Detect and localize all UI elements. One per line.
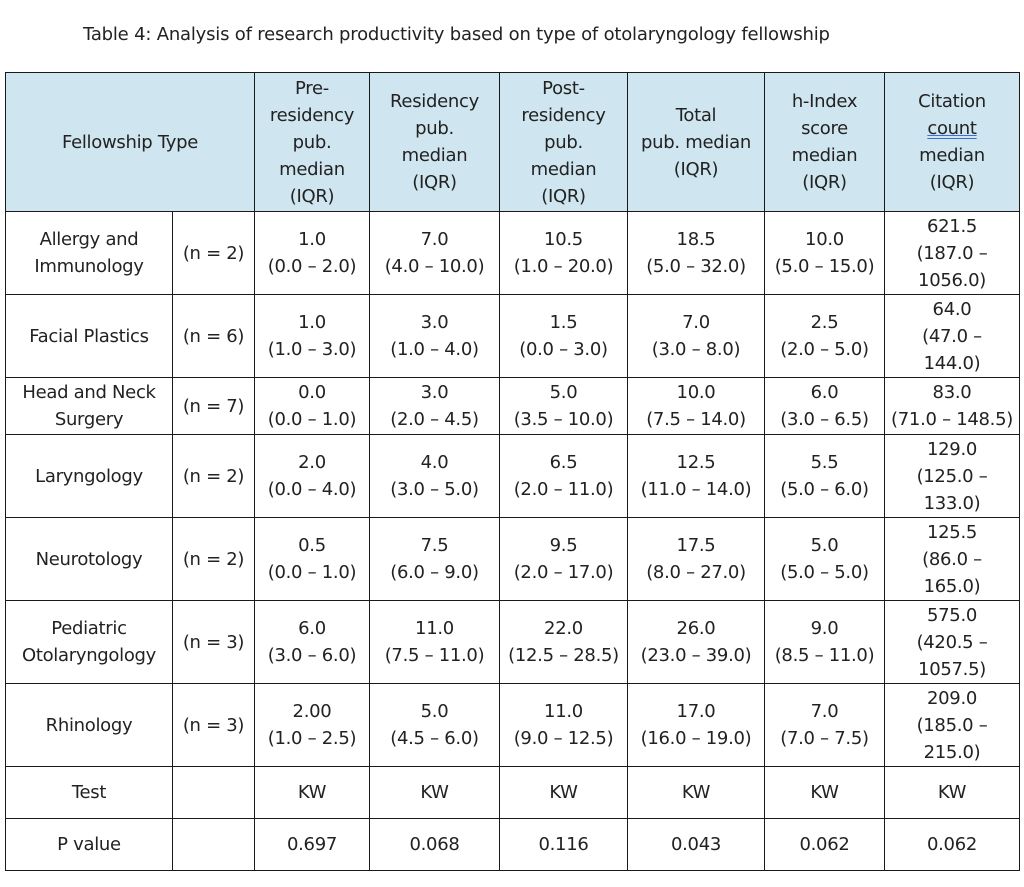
table-row: Pediatric Otolaryngology (n = 3) 6.0 (3.0… <box>5 600 1020 684</box>
post-residency-cell: 10.5 (1.0 – 20.0) <box>499 211 628 295</box>
test-cell: KW <box>499 766 628 819</box>
sample-size-cell: (n = 6) <box>172 294 255 378</box>
sample-size-cell: (n = 3) <box>172 683 255 767</box>
sample-size-cell: (n = 3) <box>172 600 255 684</box>
p-value-cell: 0.697 <box>254 818 370 871</box>
sample-size-cell: (n = 2) <box>172 434 255 518</box>
header-h-index: h-Index score median (IQR) <box>764 72 885 212</box>
h-index-cell: 5.0 (5.0 – 5.0) <box>764 517 885 601</box>
residency-cell: 11.0 (7.5 – 11.0) <box>369 600 500 684</box>
post-residency-cell: 9.5 (2.0 – 17.0) <box>499 517 628 601</box>
table-row: Facial Plastics (n = 6) 1.0 (1.0 – 3.0) 3… <box>5 294 1020 378</box>
table-caption: Table 4: Analysis of research productivi… <box>83 24 830 45</box>
post-residency-cell: 5.0 (3.5 – 10.0) <box>499 377 628 435</box>
post-residency-cell: 6.5 (2.0 – 11.0) <box>499 434 628 518</box>
p-value-cell: 0.043 <box>627 818 765 871</box>
total-cell: 7.0 (3.0 – 8.0) <box>627 294 765 378</box>
citation-cell: 83.0 (71.0 – 148.5) <box>884 377 1020 435</box>
header-citation-count: Citation count median (IQR) <box>884 72 1020 212</box>
table-row: Neurotology (n = 2) 0.5 (0.0 – 1.0) 7.5 (6… <box>5 517 1020 601</box>
citation-cell: 64.0 (47.0 –144.0) <box>884 294 1020 378</box>
post-residency-cell: 11.0 (9.0 – 12.5) <box>499 683 628 767</box>
spellcheck-underlined-word: count <box>927 118 977 139</box>
citation-cell: 621.5 (187.0 –1056.0) <box>884 211 1020 295</box>
fellowship-type-cell: Facial Plastics <box>5 294 173 378</box>
fellowship-type-cell: Rhinology <box>5 683 173 767</box>
pre-residency-cell: 2.0 (0.0 – 4.0) <box>254 434 370 518</box>
fellowship-type-cell: Allergy and Immunology <box>5 211 173 295</box>
p-value-cell: 0.116 <box>499 818 628 871</box>
header-residency: Residency pub. median (IQR) <box>369 72 500 212</box>
table-row: Rhinology (n = 3) 2.00 (1.0 – 2.5) 5.0 (4.… <box>5 683 1020 767</box>
pre-residency-cell: 0.5 (0.0 – 1.0) <box>254 517 370 601</box>
test-cell: KW <box>884 766 1020 819</box>
total-cell: 10.0 (7.5 – 14.0) <box>627 377 765 435</box>
header-post-residency: Post- residency pub. median (IQR) <box>499 72 628 212</box>
table-row: Head and Neck Surgery (n = 7) 0.0 (0.0 – … <box>5 377 1020 435</box>
total-cell: 17.0 (16.0 – 19.0) <box>627 683 765 767</box>
fellowship-type-cell: Pediatric Otolaryngology <box>5 600 173 684</box>
residency-cell: 3.0 (1.0 – 4.0) <box>369 294 500 378</box>
p-value-cell: 0.068 <box>369 818 500 871</box>
sample-size-cell: (n = 2) <box>172 517 255 601</box>
table-row: Laryngology (n = 2) 2.0 (0.0 – 4.0) 4.0 (3… <box>5 434 1020 518</box>
residency-cell: 4.0 (3.0 – 5.0) <box>369 434 500 518</box>
residency-cell: 7.0 (4.0 – 10.0) <box>369 211 500 295</box>
h-index-cell: 2.5 (2.0 – 5.0) <box>764 294 885 378</box>
header-total: Total pub. median (IQR) <box>627 72 765 212</box>
total-cell: 26.0 (23.0 – 39.0) <box>627 600 765 684</box>
test-cell: KW <box>627 766 765 819</box>
citation-cell: 209.0 (185.0 –215.0) <box>884 683 1020 767</box>
h-index-cell: 5.5 (5.0 – 6.0) <box>764 434 885 518</box>
table-row: Allergy and Immunology (n = 2) 1.0 (0.0 –… <box>5 211 1020 295</box>
total-cell: 17.5 (8.0 – 27.0) <box>627 517 765 601</box>
header-pre-residency: Pre- residency pub. median (IQR) <box>254 72 370 212</box>
residency-cell: 7.5 (6.0 – 9.0) <box>369 517 500 601</box>
p-value-cell: 0.062 <box>764 818 885 871</box>
p-value-row: P value 0.697 0.068 0.116 0.043 0.062 0.… <box>5 818 1020 871</box>
sample-size-cell: (n = 2) <box>172 211 255 295</box>
h-index-cell: 6.0 (3.0 – 6.5) <box>764 377 885 435</box>
pre-residency-cell: 6.0 (3.0 – 6.0) <box>254 600 370 684</box>
test-label: Test <box>5 766 173 819</box>
total-cell: 18.5 (5.0 – 32.0) <box>627 211 765 295</box>
test-cell: KW <box>369 766 500 819</box>
empty-cell <box>172 766 255 819</box>
pre-residency-cell: 1.0 (1.0 – 3.0) <box>254 294 370 378</box>
citation-cell: 575.0 (420.5 –1057.5) <box>884 600 1020 684</box>
post-residency-cell: 1.5 (0.0 – 3.0) <box>499 294 628 378</box>
post-residency-cell: 22.0 (12.5 – 28.5) <box>499 600 628 684</box>
header-fellowship-type: Fellowship Type <box>5 72 255 212</box>
fellowship-type-cell: Laryngology <box>5 434 173 518</box>
table-header: Fellowship Type Pre- residency pub. medi… <box>5 72 1020 212</box>
h-index-cell: 7.0 (7.0 – 7.5) <box>764 683 885 767</box>
test-cell: KW <box>254 766 370 819</box>
citation-cell: 129.0 (125.0 –133.0) <box>884 434 1020 518</box>
total-cell: 12.5 (11.0 – 14.0) <box>627 434 765 518</box>
p-value-cell: 0.062 <box>884 818 1020 871</box>
p-value-label: P value <box>5 818 173 871</box>
citation-cell: 125.5 (86.0 –165.0) <box>884 517 1020 601</box>
h-index-cell: 9.0 (8.5 – 11.0) <box>764 600 885 684</box>
test-cell: KW <box>764 766 885 819</box>
fellowship-type-cell: Head and Neck Surgery <box>5 377 173 435</box>
empty-cell <box>172 818 255 871</box>
fellowship-productivity-table: Fellowship Type Pre- residency pub. medi… <box>5 72 1020 871</box>
h-index-cell: 10.0 (5.0 – 15.0) <box>764 211 885 295</box>
fellowship-type-cell: Neurotology <box>5 517 173 601</box>
residency-cell: 3.0 (2.0 – 4.5) <box>369 377 500 435</box>
pre-residency-cell: 0.0 (0.0 – 1.0) <box>254 377 370 435</box>
pre-residency-cell: 1.0 (0.0 – 2.0) <box>254 211 370 295</box>
test-row: Test KW KW KW KW KW KW <box>5 766 1020 819</box>
pre-residency-cell: 2.00 (1.0 – 2.5) <box>254 683 370 767</box>
residency-cell: 5.0 (4.5 – 6.0) <box>369 683 500 767</box>
sample-size-cell: (n = 7) <box>172 377 255 435</box>
